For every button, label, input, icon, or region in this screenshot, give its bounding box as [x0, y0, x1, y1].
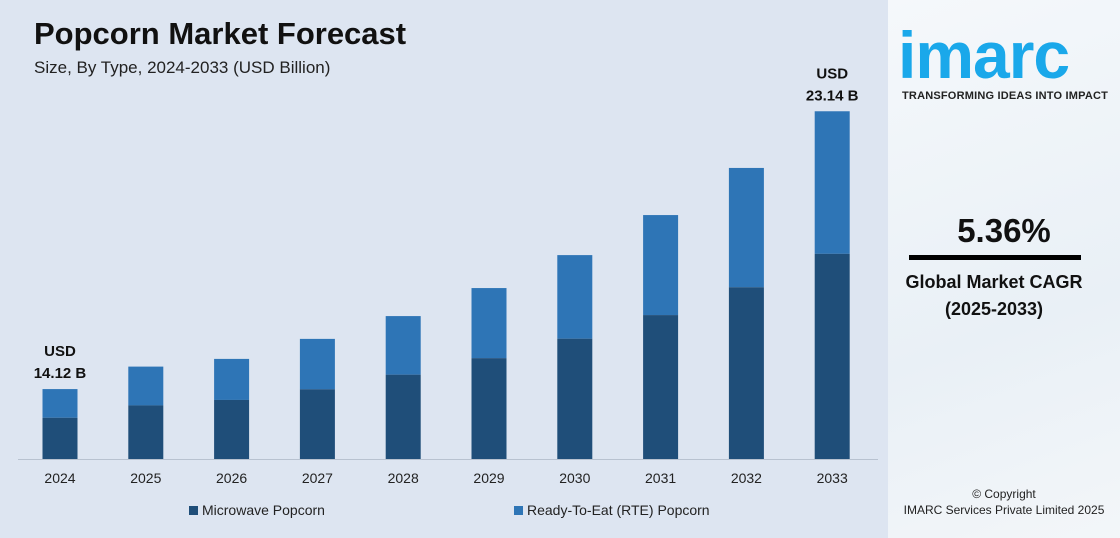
- cagr-label: Global Market CAGR: [905, 272, 1083, 292]
- x-tick-label: 2025: [130, 470, 161, 486]
- bar-microwave-2027: [299, 389, 335, 459]
- bar-microwave-2028: [385, 374, 421, 459]
- bar-microwave-2024: [42, 417, 78, 459]
- bar-rte-2024: [42, 389, 78, 418]
- bar-rte-2031: [643, 215, 679, 316]
- x-tick-label: 2024: [44, 470, 75, 486]
- x-tick-label: 2030: [559, 470, 590, 486]
- chart-title: Popcorn Market Forecast: [34, 16, 407, 51]
- bar-microwave-2031: [643, 315, 679, 459]
- data-label-value: 23.14 B: [806, 87, 859, 104]
- bar-microwave-2032: [728, 287, 764, 459]
- data-label-unit: USD: [44, 343, 76, 360]
- bar-microwave-2026: [214, 399, 250, 459]
- x-tick-label: 2032: [731, 470, 762, 486]
- bar-rte-2026: [214, 358, 250, 400]
- data-label-value: 14.12 B: [34, 365, 87, 382]
- legend-swatch-0: [189, 506, 198, 515]
- x-tick-label: 2027: [302, 470, 333, 486]
- bar-rte-2027: [299, 338, 335, 390]
- bar-rte-2032: [728, 167, 764, 288]
- x-tick-label: 2033: [817, 470, 848, 486]
- x-tick-label: 2031: [645, 470, 676, 486]
- chart-subtitle: Size, By Type, 2024-2033 (USD Billion): [34, 58, 331, 77]
- info-panel: [888, 0, 1120, 538]
- x-tick-label: 2029: [473, 470, 504, 486]
- legend-label-1: Ready-To-Eat (RTE) Popcorn: [527, 502, 710, 518]
- tagline: TRANSFORMING IDEAS INTO IMPACT: [902, 90, 1109, 102]
- bar-microwave-2025: [128, 405, 164, 459]
- bar-microwave-2029: [471, 358, 507, 459]
- x-tick-label: 2028: [388, 470, 419, 486]
- copyright: © Copyright: [972, 487, 1036, 501]
- bar-microwave-2030: [557, 338, 593, 459]
- bar-rte-2030: [557, 255, 593, 339]
- x-tick-label: 2026: [216, 470, 247, 486]
- bar-microwave-2033: [814, 253, 850, 459]
- cagr-value: 5.36%: [957, 212, 1051, 249]
- company-name: IMARC Services Private Limited 2025: [903, 503, 1105, 517]
- imarc-logo: imarc: [898, 18, 1070, 92]
- divider: [909, 255, 1081, 260]
- bar-chart: 2024 USD 14.12 B 2025 2026 2027 2028 2029 2030 20…: [18, 65, 878, 518]
- bar-rte-2029: [471, 288, 507, 359]
- bar-rte-2025: [128, 366, 164, 406]
- cagr-period: (2025-2033): [944, 299, 1044, 319]
- legend-swatch-1: [514, 506, 523, 515]
- legend-label-0: Microwave Popcorn: [202, 502, 325, 518]
- bar-rte-2028: [385, 316, 421, 375]
- bar-rte-2033: [814, 111, 850, 254]
- data-label-unit: USD: [816, 65, 848, 82]
